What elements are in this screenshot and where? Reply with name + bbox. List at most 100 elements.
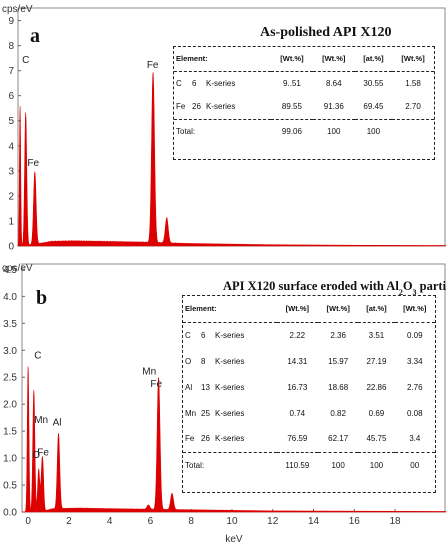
y-tick-label: 3.0 xyxy=(3,346,17,357)
column-header: Element: xyxy=(176,54,208,64)
value-cell: 30.55 xyxy=(354,70,393,95)
total-value: 100 xyxy=(317,451,359,478)
value-cell: 0.09 xyxy=(394,321,435,348)
y-tick-label: 0 xyxy=(8,242,14,253)
value-cell: 69.45 xyxy=(363,102,384,112)
total-value: 00 xyxy=(394,451,435,478)
table-row: Fe 26 K-series 89.55 91.36 69.45 2.70 xyxy=(174,95,434,119)
panel-label: a xyxy=(30,25,40,47)
column-header: Element: xyxy=(185,304,217,314)
peak-label: C xyxy=(34,350,41,361)
panel-title: As-polished API X120 xyxy=(260,25,391,40)
x-tick-label: 16 xyxy=(349,516,361,527)
panel-title: API X120 surface eroded with Al2O3 parti… xyxy=(223,279,446,297)
value-cell: 91.36 xyxy=(323,102,344,112)
y-tick-label: 4.5 xyxy=(3,265,17,276)
table-row: O 8 K-series 14.31 15.97 27.19 3.34 xyxy=(183,348,435,374)
x-tick-label: 8 xyxy=(188,516,194,527)
composition-table-b: Element: [Wt.%] [Wt.%] [at.%] [Wt.%] C 6 K-seri… xyxy=(182,295,436,493)
value-cell: 27.19 xyxy=(366,356,387,366)
column-header: [Wt.%] xyxy=(326,304,350,314)
x-tick-label: 6 xyxy=(148,516,154,527)
table-header-row: Element: [Wt.%] [Wt.%] [at.%] [Wt.%] xyxy=(183,296,435,322)
y-tick-label: 1 xyxy=(8,216,14,227)
peak-label: Al xyxy=(53,418,62,429)
element-cell: C 6 K-series xyxy=(174,70,272,95)
y-tick-label: 3.5 xyxy=(3,319,17,330)
total-row: Total: 110.59 100 100 00 xyxy=(183,451,435,478)
total-row: Total: 99.06 100 100 xyxy=(174,118,434,143)
element-table: Element: [Wt.%] [Wt.%] [at.%] [Wt.%] C 6 K-seri… xyxy=(174,47,434,143)
x-tick-label: 18 xyxy=(389,516,401,527)
value-cell: 18.68 xyxy=(328,382,349,392)
x-tick-label: 4 xyxy=(107,516,113,527)
value-cell: 2.70 xyxy=(405,102,421,112)
value-cell: 2.36 xyxy=(317,321,359,348)
value-cell: 89.55 xyxy=(281,102,302,112)
x-tick-label: 0 xyxy=(25,516,31,527)
composition-table-a: Element: [Wt.%] [Wt.%] [at.%] [Wt.%] C 6 K-seri… xyxy=(173,46,435,160)
value-cell: 62.17 xyxy=(328,434,349,444)
peak-label: Mn xyxy=(34,415,48,426)
x-tick-label: 10 xyxy=(226,516,238,527)
y-tick-label: 7 xyxy=(8,66,14,77)
y-tick-label: 4.0 xyxy=(3,292,17,303)
total-value: 99.06 xyxy=(271,118,313,143)
table-row: Fe 26 K-series 76.59 62.17 45.75 3.4 xyxy=(183,426,435,452)
y-tick-label: 0.5 xyxy=(3,481,17,492)
spectrum-series xyxy=(21,366,446,513)
y-tick-label: 1.5 xyxy=(3,427,17,438)
peak-label: Fe xyxy=(27,158,39,169)
x-tick-label: 2 xyxy=(66,516,72,527)
y-tick-label: 3 xyxy=(8,166,14,177)
value-cell: 0.82 xyxy=(330,408,346,418)
value-cell: 76.59 xyxy=(287,434,308,444)
y-axis-label: cps/eV xyxy=(2,4,33,15)
x-tick-label: 14 xyxy=(308,516,320,527)
peak-label: Fe xyxy=(37,447,49,458)
table-row: Mn 25 K-series 0.74 0.82 0.69 0.08 xyxy=(183,400,435,426)
value-cell: 3.51 xyxy=(358,321,395,348)
value-cell: 2.22 xyxy=(276,321,318,348)
total-label: Total: xyxy=(183,451,277,478)
column-header: [at.%] xyxy=(366,304,387,314)
y-tick-label: 8 xyxy=(8,41,14,52)
element-cell: Fe 26 K-series xyxy=(185,434,245,444)
y-tick-label: 4 xyxy=(8,141,14,152)
value-cell: 0.08 xyxy=(406,408,423,418)
peak-label: Mn xyxy=(142,367,156,378)
peak-label: Fe xyxy=(147,60,159,71)
peak-label: C xyxy=(22,55,29,66)
y-tick-label: 2.5 xyxy=(3,373,17,384)
table-header-row: Element: [Wt.%] [Wt.%] [at.%] [Wt.%] xyxy=(174,47,434,71)
total-value: 100 xyxy=(354,118,393,143)
value-cell: 0.69 xyxy=(368,408,385,418)
value-cell: 3.34 xyxy=(406,356,423,366)
eds-panel-b: 0.0 0.5 1.0 1.5 2.0 2.5 3.0 3.5 4.0 4.5 0 2 4 6 8 10 12 1… xyxy=(2,263,446,545)
column-header: [Wt.%] xyxy=(280,54,304,64)
total-value xyxy=(392,118,434,143)
element-cell: O 8 K-series xyxy=(185,356,245,366)
element-cell: Fe 26 K-series xyxy=(176,102,236,112)
y-tick-label: 1.0 xyxy=(3,454,17,465)
total-value: 110.59 xyxy=(276,451,318,478)
table-row: C 6 K-series 9..51 8.64 30.55 1.58 xyxy=(174,70,434,95)
value-cell: 8.64 xyxy=(312,70,355,95)
value-cell: 1.58 xyxy=(392,70,434,95)
panel-label: b xyxy=(36,287,47,309)
total-value: 100 xyxy=(312,118,355,143)
value-cell: 22.86 xyxy=(366,382,387,392)
element-table: Element: [Wt.%] [Wt.%] [at.%] [Wt.%] C 6 K-seri… xyxy=(183,296,435,478)
value-cell: 14.31 xyxy=(287,356,308,366)
column-header: [at.%] xyxy=(363,54,384,64)
value-cell: 3.4 xyxy=(409,434,421,444)
column-header: [Wt.%] xyxy=(285,304,309,314)
y-tick-label: 2 xyxy=(8,191,14,202)
element-cell: C 6 K-series xyxy=(183,321,277,348)
total-label: Total: xyxy=(174,118,272,143)
y-axis-label: cps/eV xyxy=(2,263,33,274)
y-tick-label: 5 xyxy=(8,116,14,127)
y-tick-label: 6 xyxy=(8,91,14,102)
